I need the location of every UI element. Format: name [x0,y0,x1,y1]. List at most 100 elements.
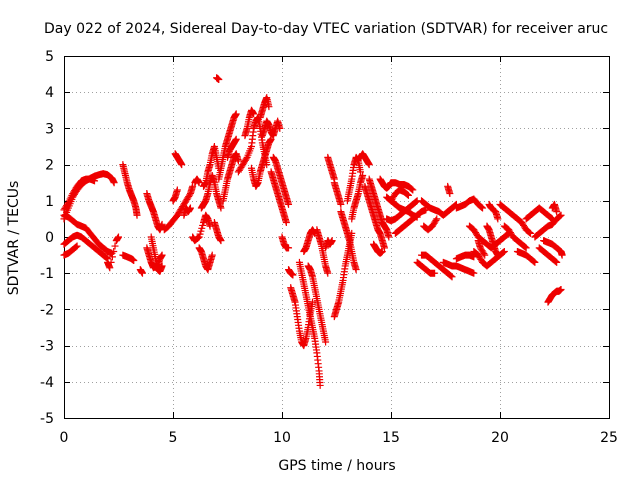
data-point [285,200,293,208]
y-tick-label: 1 [45,194,54,210]
data-point [494,251,502,259]
data-point [408,185,416,193]
series-arc-bl [452,195,487,212]
data-point [328,237,336,245]
y-tick-label: 3 [45,121,54,137]
data-point [365,161,373,169]
data-point [110,179,118,187]
data-point [322,338,330,346]
data-point [337,200,345,208]
data-point [448,273,456,281]
series-arc-q [191,175,203,187]
series-arc-ap [324,153,338,183]
data-point [412,198,420,206]
data-point [480,250,488,258]
data-point [103,254,111,262]
data-point [433,215,441,223]
data-point [110,247,118,255]
data-point [265,103,273,111]
series-arc-o [171,150,186,169]
data-point [178,161,186,169]
series-arc-ah [278,233,293,252]
data-point [217,204,225,212]
data-point [324,269,332,277]
series-arc-ar [337,208,360,274]
series-arc-y [219,150,242,205]
x-axis-label: GPS time / hours [278,458,395,474]
data-point [470,269,478,277]
data-point [173,186,181,194]
data-point [558,251,566,259]
series-arc-r [189,211,214,245]
series-arc-t [200,143,223,190]
data-point [404,191,412,199]
data-point [282,219,290,227]
y-tick-label: -5 [40,411,54,427]
data-point [494,215,502,223]
series-arc-s [195,244,216,274]
y-axis-label: SDTVAR / TECUs [6,181,22,296]
series-arc-ab [241,106,258,140]
series-arc-bq [483,222,502,259]
series-arc-bp [485,200,502,223]
data-point [91,177,99,185]
data-point [189,182,197,190]
data-point [138,269,146,277]
series-arc-br [496,200,535,237]
data-point [108,253,116,261]
series-arc-bh [418,251,456,281]
data-point [432,216,440,224]
data-point [206,222,214,230]
data-point [289,271,297,279]
data-point [115,233,122,241]
series-arc-bs [500,222,530,252]
series-arc-v [210,219,225,245]
data-point [446,190,454,198]
data-point [521,243,529,251]
series-arc-bd [391,206,430,237]
data-point [553,208,561,216]
series-arc-j [143,190,166,234]
data-point [531,258,539,266]
series-arc-ai [285,266,297,279]
y-tick-label: 4 [45,85,54,101]
y-tick-label: 5 [45,49,54,65]
series-arc-bb [383,197,421,225]
series-arc-bg [413,258,439,277]
data-point [479,204,487,212]
data-point [232,110,240,118]
data-point [359,171,367,179]
data-point [557,285,565,293]
series-arc-c [60,231,112,263]
series-arc-b [60,175,99,214]
series-arc-h [119,251,138,265]
series-arc-p [180,204,194,219]
series-arc-by [544,285,565,306]
series-arc-as [330,179,345,208]
data-point [158,220,166,228]
data-point [557,211,565,219]
series-arc-e [60,242,81,259]
data-point [556,212,564,220]
data-point [106,264,114,272]
data-point [194,234,202,242]
data-point [552,258,560,266]
series-arc-f [104,233,122,272]
series-arc-i [136,266,146,277]
data-point [522,244,530,252]
series-arc-aj [287,284,317,350]
data-point [385,233,393,241]
y-tick-label: -1 [40,266,54,282]
data-point [130,257,138,265]
series-arc-x [215,110,240,183]
data-point [276,124,284,132]
series-arc-m [160,182,197,234]
data-point [267,135,275,143]
y-tick-label: -4 [40,375,54,391]
series-arc-u [197,171,225,212]
series-arc-ax [365,175,393,241]
data-point [499,248,507,256]
series-arc-ay [370,240,386,257]
series-arc-ag [269,153,293,208]
